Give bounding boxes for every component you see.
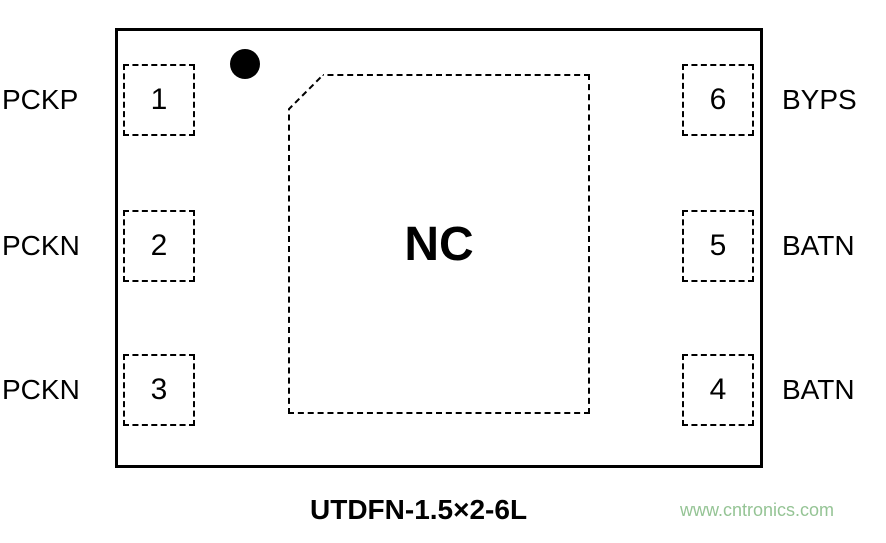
pin-3-number: 3 xyxy=(151,373,168,407)
pin-4-box: 4 xyxy=(682,354,754,426)
pin-4-label: BATN xyxy=(782,374,855,406)
pin-2-number: 2 xyxy=(151,229,168,263)
pin-5-label: BATN xyxy=(782,230,855,262)
package-name: UTDFN-1.5×2-6L xyxy=(310,494,527,526)
watermark: www.cntronics.com xyxy=(680,500,834,521)
pin-2-box: 2 xyxy=(123,210,195,282)
pin-4-number: 4 xyxy=(710,373,727,407)
pin-3-box: 3 xyxy=(123,354,195,426)
pin-6-number: 6 xyxy=(710,83,727,117)
pin1-marker xyxy=(230,49,260,79)
pin-3-label: PCKN xyxy=(2,374,80,406)
pin-5-box: 5 xyxy=(682,210,754,282)
pin-1-number: 1 xyxy=(151,83,168,117)
pin-1-box: 1 xyxy=(123,64,195,136)
pin-2-label: PCKN xyxy=(2,230,80,262)
pin-6-label: BYPS xyxy=(782,84,857,116)
pin-6-box: 6 xyxy=(682,64,754,136)
center-pad-label: NC xyxy=(404,217,473,272)
center-pad: NC xyxy=(288,74,590,414)
center-pad-notch xyxy=(288,74,324,110)
pin-5-number: 5 xyxy=(710,229,727,263)
pin-1-label: PCKP xyxy=(2,84,78,116)
